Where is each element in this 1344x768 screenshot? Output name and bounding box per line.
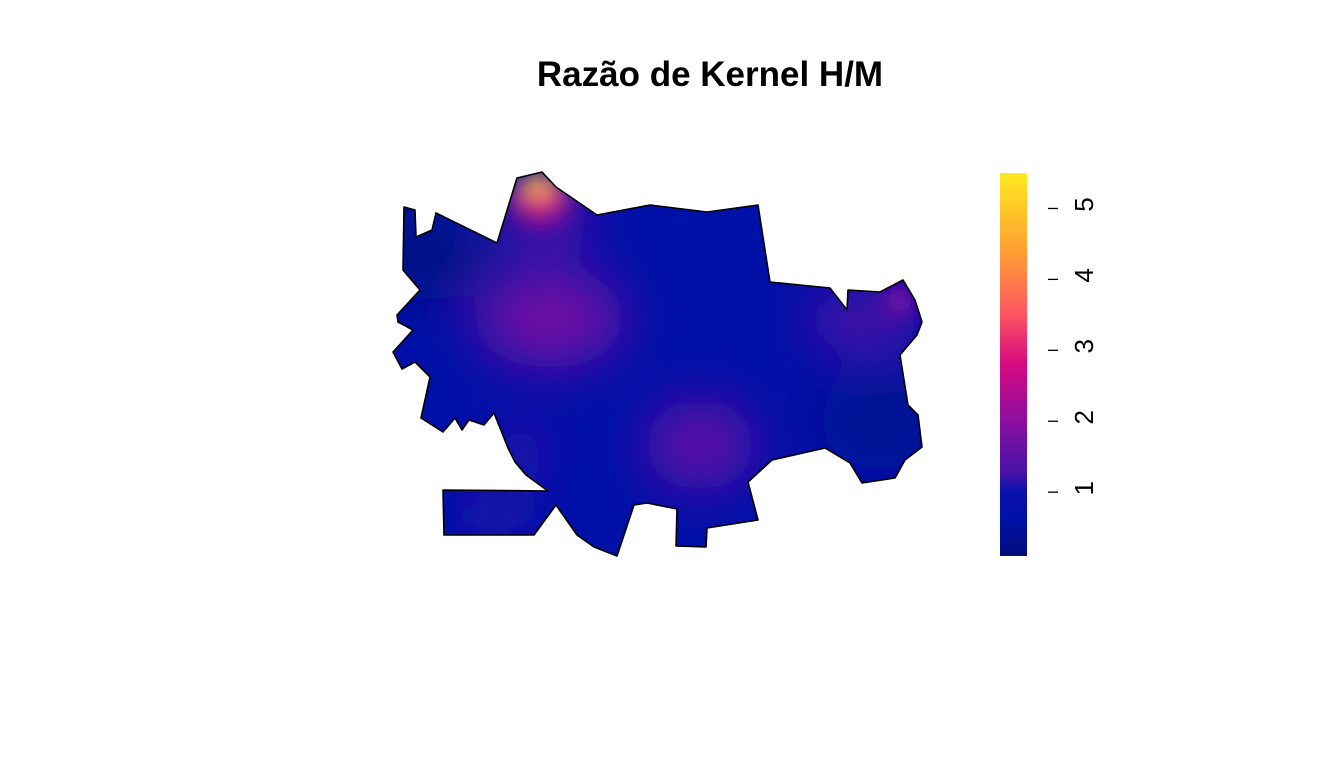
colorbar-gradient: [1000, 173, 1027, 556]
hotspot-south-center: [645, 400, 755, 490]
hotspot-north-peak: [529, 173, 547, 187]
colorbar-ticks: 1 2 3 4 5: [1048, 197, 1099, 495]
plot-title: Razão de Kernel H/M: [536, 55, 884, 94]
kernel-ratio-map: [392, 171, 923, 557]
colorbar-tick-label: 1: [1069, 481, 1099, 495]
colorbar-tick-label: 4: [1069, 268, 1099, 282]
hotspot-south-annex: [460, 495, 530, 535]
hotspot-east-core: [886, 286, 914, 314]
colorbar-tick-label: 3: [1069, 339, 1099, 353]
colorbar-tick-label: 2: [1069, 410, 1099, 424]
northwest-low-area: [393, 210, 490, 300]
colorbar-legend: 1 2 3 4 5: [1000, 173, 1099, 556]
region-boundary: [392, 171, 923, 557]
hotspot-west-center: [475, 268, 625, 368]
colorbar-tick-label: 5: [1069, 197, 1099, 211]
